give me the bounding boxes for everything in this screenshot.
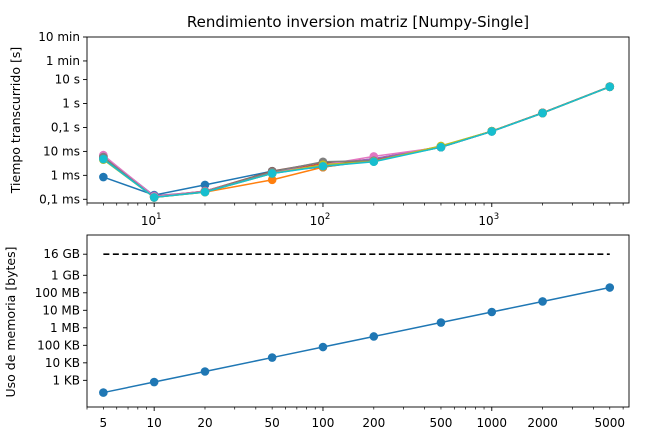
time-series-line bbox=[102, 85, 611, 199]
time-x-tick-exponent: 2 bbox=[325, 212, 330, 222]
time-axes: 0,1 ms 1 ms 10 ms 0,1 s 1 s 10 s 1 min 10 min 10… bbox=[38, 30, 630, 228]
time-plot-frame bbox=[86, 36, 630, 204]
time-y-tick-label: 1 s bbox=[62, 97, 80, 111]
time-x-tick-label: 103 bbox=[478, 212, 499, 228]
memory-data-point bbox=[369, 332, 379, 341]
time-y-tick-label: 10 ms bbox=[43, 144, 80, 158]
memory-series-lines bbox=[103, 253, 610, 394]
memory-x-tick-label: 1000 bbox=[477, 416, 508, 430]
time-data-point bbox=[369, 157, 379, 167]
time-y-axis-label: Tiempo transcurrido [s] bbox=[8, 47, 23, 194]
time-x-tick-base: 10 bbox=[310, 214, 325, 228]
time-series-line bbox=[102, 86, 611, 198]
memory-axes: 1 KB 10 KB 100 KB 1 MB 10 MB 100 MB 1 GB 16 GB 5… bbox=[35, 234, 630, 430]
memory-x-tick-label: 20 bbox=[197, 416, 212, 430]
time-series-lines bbox=[102, 85, 611, 199]
time-series-line bbox=[102, 86, 611, 199]
memory-x-tick-label: 100 bbox=[312, 416, 335, 430]
memory-y-axis-label: Uso de memoria [bytes] bbox=[3, 246, 18, 397]
memory-y-tick-label: 16 GB bbox=[43, 247, 80, 261]
memory-data-point bbox=[436, 318, 446, 327]
time-data-point bbox=[200, 180, 210, 190]
memory-series-points bbox=[99, 283, 615, 397]
memory-y-tick-label: 1 KB bbox=[52, 373, 80, 387]
time-data-point bbox=[487, 127, 497, 136]
time-y-tick-label: 0,1 s bbox=[51, 120, 80, 134]
time-data-point bbox=[318, 161, 328, 171]
time-series-points bbox=[99, 82, 615, 202]
memory-y-tick-label: 100 KB bbox=[37, 338, 80, 352]
memory-y-tick-label: 1 GB bbox=[51, 268, 80, 282]
memory-y-tick-label: 10 MB bbox=[42, 303, 80, 317]
time-data-point bbox=[605, 82, 615, 92]
memory-data-point bbox=[487, 307, 497, 317]
memory-x-tick-label: 500 bbox=[430, 416, 453, 430]
memory-data-point bbox=[200, 367, 210, 376]
memory-y-tick-label: 1 MB bbox=[50, 321, 80, 335]
time-data-point bbox=[149, 193, 159, 202]
time-y-tick-label: 10 min bbox=[38, 30, 80, 44]
memory-series-line bbox=[103, 286, 610, 394]
time-x-tick-exponent: 3 bbox=[494, 212, 499, 222]
memory-data-point bbox=[99, 388, 108, 397]
time-data-point bbox=[200, 187, 210, 197]
time-x-tick-label: 101 bbox=[141, 212, 162, 228]
memory-x-tick-label: 50 bbox=[265, 416, 280, 430]
time-data-point bbox=[267, 175, 277, 185]
time-y-tick-label: 0,1 ms bbox=[39, 192, 80, 206]
time-x-tick-base: 10 bbox=[478, 214, 493, 228]
memory-data-point bbox=[149, 377, 159, 387]
time-y-tick-label: 10 s bbox=[55, 73, 80, 87]
memory-data-point bbox=[538, 297, 547, 306]
time-data-point bbox=[99, 154, 108, 164]
time-y-tick-label: 1 ms bbox=[51, 168, 80, 182]
memory-plot-frame bbox=[86, 234, 630, 408]
time-data-point bbox=[436, 142, 446, 152]
time-series-line bbox=[102, 86, 611, 199]
memory-x-tick-label: 10 bbox=[147, 416, 162, 430]
time-series-line bbox=[102, 86, 611, 198]
time-x-tick-label: 102 bbox=[310, 212, 331, 228]
memory-x-tick-label: 2000 bbox=[527, 416, 558, 430]
time-data-point bbox=[267, 169, 277, 178]
memory-data-point bbox=[605, 283, 615, 292]
memory-x-tick-label: 5000 bbox=[594, 416, 625, 430]
time-series-line bbox=[102, 85, 611, 197]
time-x-tick-exponent: 1 bbox=[156, 212, 161, 222]
memory-y-tick-label: 10 KB bbox=[45, 356, 80, 370]
memory-ticks: 1 KB 10 KB 100 KB 1 MB 10 MB 100 MB 1 GB 16 GB 5… bbox=[35, 247, 625, 430]
memory-y-tick-label: 100 MB bbox=[35, 286, 80, 300]
memory-data-point bbox=[267, 353, 277, 362]
time-series-line bbox=[103, 86, 611, 196]
memory-x-tick-label: 5 bbox=[100, 416, 108, 430]
time-series-line bbox=[102, 85, 611, 199]
time-y-tick-label: 1 min bbox=[46, 54, 80, 68]
time-data-point bbox=[538, 108, 547, 118]
time-ticks: 0,1 ms 1 ms 10 ms 0,1 s 1 s 10 s 1 min 10 min 10… bbox=[38, 30, 624, 228]
time-series-line bbox=[102, 86, 611, 199]
memory-data-point bbox=[318, 342, 328, 352]
time-data-point bbox=[99, 172, 108, 182]
memory-x-tick-label: 200 bbox=[362, 416, 385, 430]
time-x-tick-base: 10 bbox=[141, 214, 156, 228]
chart-title: Rendimiento inversion matriz [Numpy-Sing… bbox=[187, 13, 529, 31]
time-series-line bbox=[102, 86, 611, 198]
